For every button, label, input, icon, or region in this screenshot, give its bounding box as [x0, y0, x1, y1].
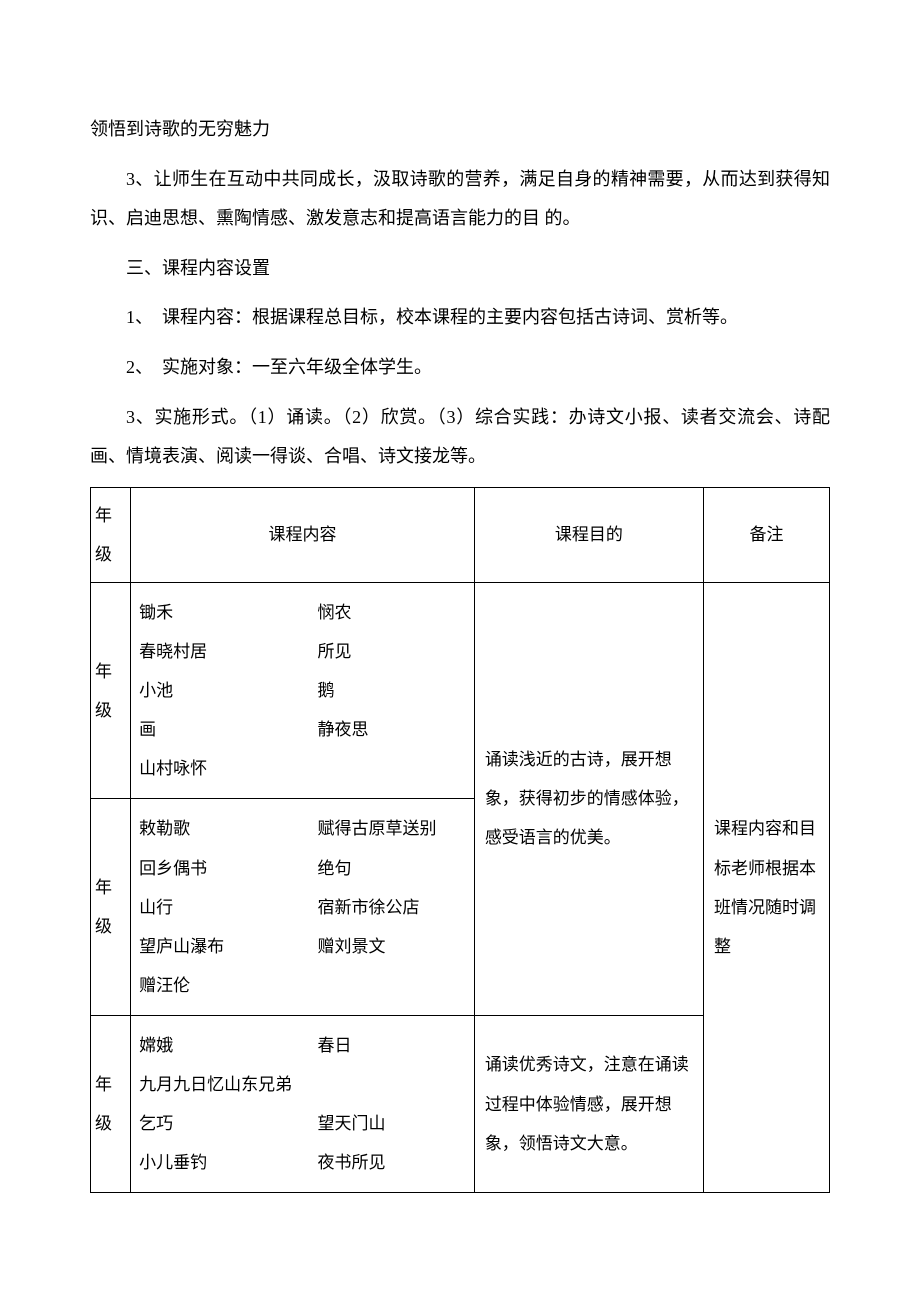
- poem-item: 夜书所见: [317, 1143, 467, 1182]
- curriculum-table: 年级 课程内容 课程目的 备注 年级 锄禾 春晓村居 小池 画 山村咏怀 悯农 …: [90, 487, 830, 1194]
- header-note: 备注: [703, 487, 829, 582]
- content-cell-2: 敕勒歌 回乡偶书 山行 望庐山瀑布 赠汪伦 赋得古原草送别 绝句 宿新市徐公店 …: [131, 799, 475, 1015]
- content-cell-3: 嫦娥 九月九日忆山东兄弟 乞巧 小儿垂钓 春日 望天门山 夜书所见: [131, 1015, 475, 1192]
- paragraph-2: 3、让师生在互动中共同成长，汲取诗歌的营养，满足自身的精神需要，从而达到获得知识…: [90, 160, 830, 239]
- poem-item: 望天门山: [317, 1104, 467, 1143]
- content-cell-1: 锄禾 春晓村居 小池 画 山村咏怀 悯农 所见 鹅 静夜思: [131, 582, 475, 798]
- paragraph-5: 2、 实施对象：一至六年级全体学生。: [90, 348, 830, 388]
- paragraph-3: 三、课程内容设置: [90, 249, 830, 289]
- grade-cell-1: 年级: [91, 582, 131, 798]
- poem-item: 小儿垂钓: [139, 1143, 317, 1182]
- poem-item: 宿新市徐公店: [317, 888, 467, 927]
- header-purpose: 课程目的: [474, 487, 703, 582]
- grade-cell-2: 年级: [91, 799, 131, 1015]
- poem-item: 赠刘景文: [317, 927, 467, 966]
- poem-item: 山村咏怀: [139, 749, 317, 788]
- poem-item: 九月九日忆山东兄弟: [139, 1065, 317, 1104]
- paragraph-6: 3、实施形式。（1）诵读。（2）欣赏。（3）综合实践：办诗文小报、读者交流会、诗…: [90, 398, 830, 477]
- poem-item: 赋得古原草送别: [317, 809, 467, 848]
- paragraph-4: 1、 课程内容：根据课程总目标，校本课程的主要内容包括古诗词、赏析等。: [90, 298, 830, 338]
- poem-item: [317, 1065, 467, 1104]
- poem-item: 赠汪伦: [139, 966, 317, 1005]
- poem-item: 绝句: [317, 849, 467, 888]
- poem-item: 望庐山瀑布: [139, 927, 317, 966]
- poem-item: 锄禾: [139, 593, 317, 632]
- table-row: 年级 锄禾 春晓村居 小池 画 山村咏怀 悯农 所见 鹅 静夜思 诵读: [91, 582, 830, 798]
- table-header-row: 年级 课程内容 课程目的 备注: [91, 487, 830, 582]
- poem-item: 悯农: [317, 593, 467, 632]
- poem-item: 回乡偶书: [139, 849, 317, 888]
- header-content: 课程内容: [131, 487, 475, 582]
- purpose-cell-2: 诵读优秀诗文，注意在诵读过程中体验情感，展开想象，领悟诗文大意。: [474, 1015, 703, 1192]
- poem-item: 鹅: [317, 671, 467, 710]
- poem-item: 乞巧: [139, 1104, 317, 1143]
- poem-item: 静夜思: [317, 710, 467, 749]
- poem-item: 嫦娥: [139, 1026, 317, 1065]
- poem-item: 所见: [317, 632, 467, 671]
- purpose-cell-1: 诵读浅近的古诗，展开想象，获得初步的情感体验，感受语言的优美。: [474, 582, 703, 1015]
- poem-item: 敕勒歌: [139, 809, 317, 848]
- poem-item: 春日: [317, 1026, 467, 1065]
- paragraph-1: 领悟到诗歌的无穷魅力: [90, 110, 830, 150]
- header-grade: 年级: [91, 487, 131, 582]
- poem-item: 山行: [139, 888, 317, 927]
- grade-cell-3: 年级: [91, 1015, 131, 1192]
- poem-item: 小池: [139, 671, 317, 710]
- poem-item: 画: [139, 710, 317, 749]
- poem-item: 春晓村居: [139, 632, 317, 671]
- note-cell: 课程内容和目标老师根据本班情况随时调整: [703, 582, 829, 1192]
